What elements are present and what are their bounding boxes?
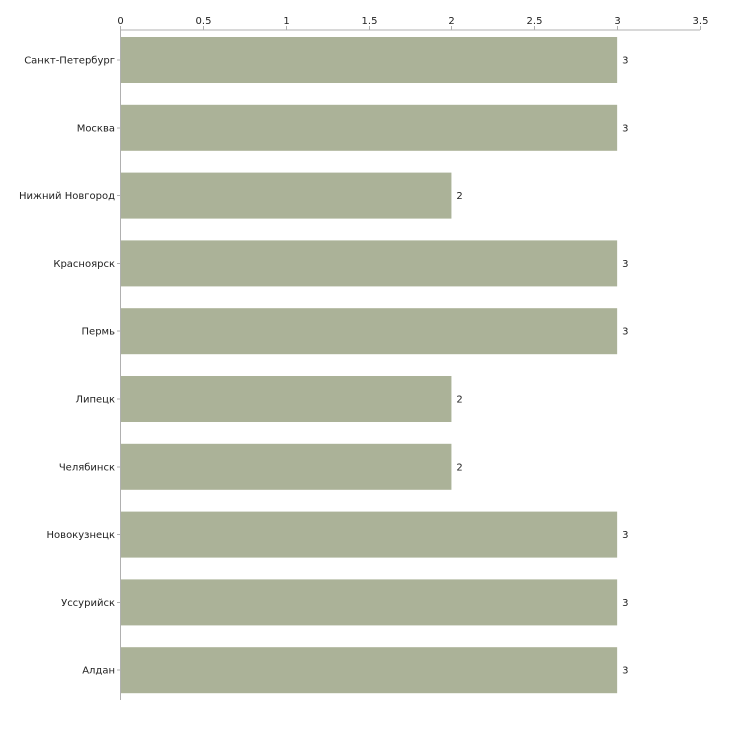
category-label: Красноярск [53, 259, 115, 270]
category-label: Новокузнецк [47, 530, 115, 541]
bar [121, 511, 618, 558]
category-label: Уссурийск [61, 598, 115, 609]
bar [121, 443, 452, 490]
x-tick-label: 3.5 [693, 16, 709, 27]
y-axis: Санкт-Петербург Москва Нижний Новгород Крас… [19, 27, 121, 700]
category-label: Пермь [82, 327, 116, 338]
value-label: 3 [622, 123, 628, 134]
category-label: Нижний Новгород [19, 191, 115, 202]
category-label: Липецк [75, 395, 115, 406]
value-label: 2 [456, 395, 462, 406]
x-tick-label: 0 [117, 16, 123, 27]
value-label: 3 [622, 530, 628, 541]
x-axis: 0 0.5 1 1.5 2 2.5 3 3.5 [117, 16, 709, 31]
bar [121, 240, 618, 287]
value-label: 3 [622, 598, 628, 609]
x-tick-label: 0.5 [196, 16, 212, 27]
value-label: 2 [456, 191, 462, 202]
category-label: Алдан [82, 666, 115, 677]
x-tick-label: 1.5 [362, 16, 378, 27]
category-label: Москва [77, 123, 115, 134]
category-label: Челябинск [59, 462, 115, 473]
value-label: 3 [622, 56, 628, 67]
bar [121, 172, 452, 219]
x-tick-label: 2 [448, 16, 454, 27]
x-tick-label: 3 [614, 16, 620, 27]
bar [121, 579, 618, 626]
value-labels: 3 3 2 3 3 2 2 3 3 3 [456, 56, 628, 677]
bar [121, 104, 618, 151]
bar [121, 37, 618, 83]
bar [121, 376, 452, 422]
value-label: 2 [456, 462, 462, 473]
bars [121, 37, 618, 694]
bar [121, 647, 618, 694]
x-tick-label: 1 [283, 16, 289, 27]
bar [121, 308, 618, 355]
category-label: Санкт-Петербург [24, 56, 115, 67]
value-label: 3 [622, 666, 628, 677]
x-tick-label: 2.5 [527, 16, 543, 27]
value-label: 3 [622, 327, 628, 338]
value-label: 3 [622, 259, 628, 270]
